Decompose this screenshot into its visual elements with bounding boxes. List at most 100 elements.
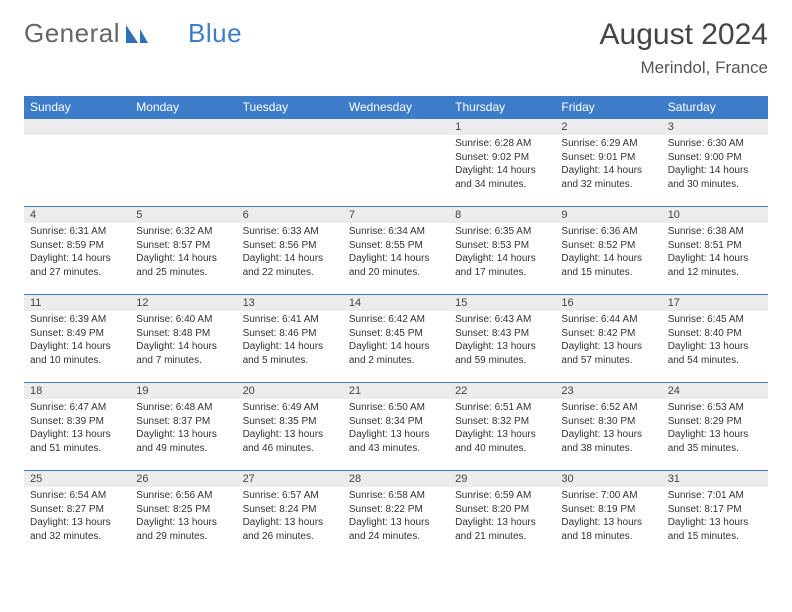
sunset-line: Sunset: 8:25 PM <box>136 503 230 517</box>
day-details: Sunrise: 6:48 AMSunset: 8:37 PMDaylight:… <box>130 399 236 459</box>
sunset-line: Sunset: 8:17 PM <box>668 503 762 517</box>
daylight-line: Daylight: 13 hours and 24 minutes. <box>349 516 443 543</box>
sunrise-line: Sunrise: 6:38 AM <box>668 225 762 239</box>
day-details: Sunrise: 6:44 AMSunset: 8:42 PMDaylight:… <box>555 311 661 371</box>
calendar-day-cell: 5Sunrise: 6:32 AMSunset: 8:57 PMDaylight… <box>130 207 236 295</box>
day-number: 23 <box>555 383 661 399</box>
day-number: 11 <box>24 295 130 311</box>
day-number: 13 <box>237 295 343 311</box>
sunrise-line: Sunrise: 6:31 AM <box>30 225 124 239</box>
day-number: 21 <box>343 383 449 399</box>
day-details: Sunrise: 6:40 AMSunset: 8:48 PMDaylight:… <box>130 311 236 371</box>
day-details: Sunrise: 6:39 AMSunset: 8:49 PMDaylight:… <box>24 311 130 371</box>
sunset-line: Sunset: 8:43 PM <box>455 327 549 341</box>
day-number: 28 <box>343 471 449 487</box>
day-details: Sunrise: 6:53 AMSunset: 8:29 PMDaylight:… <box>662 399 768 459</box>
day-number: 12 <box>130 295 236 311</box>
day-number-band <box>237 119 343 135</box>
weekday-header: Tuesday <box>237 96 343 119</box>
sunrise-line: Sunrise: 6:40 AM <box>136 313 230 327</box>
calendar-day-cell: 27Sunrise: 6:57 AMSunset: 8:24 PMDayligh… <box>237 471 343 559</box>
title-block: August 2024 Merindol, France <box>600 18 768 78</box>
logo-sail-icon <box>124 23 150 45</box>
daylight-line: Daylight: 13 hours and 21 minutes. <box>455 516 549 543</box>
daylight-line: Daylight: 14 hours and 34 minutes. <box>455 164 549 191</box>
sunset-line: Sunset: 8:34 PM <box>349 415 443 429</box>
calendar-day-cell: 25 Sunrise: 6:54 AMSunset: 8:27 PMDayligh… <box>24 471 130 559</box>
day-details: Sunrise: 6:43 AMSunset: 8:43 PMDaylight:… <box>449 311 555 371</box>
day-number: 18 <box>24 383 130 399</box>
day-details: Sunrise: 6:50 AMSunset: 8:34 PMDaylight:… <box>343 399 449 459</box>
sunrise-line: Sunrise: 6:50 AM <box>349 401 443 415</box>
day-number: 10 <box>662 207 768 223</box>
sunset-line: Sunset: 8:27 PM <box>30 503 124 517</box>
sunset-line: Sunset: 8:20 PM <box>455 503 549 517</box>
weekday-header: Monday <box>130 96 236 119</box>
calendar-day-cell: 19Sunrise: 6:48 AMSunset: 8:37 PMDayligh… <box>130 383 236 471</box>
day-details: Sunrise: 6:52 AMSunset: 8:30 PMDaylight:… <box>555 399 661 459</box>
sunrise-line: Sunrise: 6:58 AM <box>349 489 443 503</box>
daylight-line: Daylight: 14 hours and 2 minutes. <box>349 340 443 367</box>
calendar-day-cell: 28 Sunrise: 6:58 AMSunset: 8:22 PMDayligh… <box>343 471 449 559</box>
weekday-header: Sunday <box>24 96 130 119</box>
logo-text-2: Blue <box>188 18 242 49</box>
daylight-line: Daylight: 14 hours and 22 minutes. <box>243 252 337 279</box>
day-number: 6 <box>237 207 343 223</box>
day-number: 29 <box>449 471 555 487</box>
calendar-day-cell: 23Sunrise: 6:52 AMSunset: 8:30 PMDayligh… <box>555 383 661 471</box>
calendar-day-cell: 7Sunrise: 6:34 AMSunset: 8:55 PMDaylight… <box>343 207 449 295</box>
sunrise-line: Sunrise: 7:01 AM <box>668 489 762 503</box>
sunset-line: Sunset: 8:35 PM <box>243 415 337 429</box>
daylight-line: Daylight: 13 hours and 46 minutes. <box>243 428 337 455</box>
calendar-day-cell: 14Sunrise: 6:42 AMSunset: 8:45 PMDayligh… <box>343 295 449 383</box>
calendar-week-row: 11Sunrise: 6:39 AMSunset: 8:49 PMDayligh… <box>24 295 768 383</box>
sunrise-line: Sunrise: 6:54 AM <box>30 489 124 503</box>
calendar-day-cell: 13Sunrise: 6:41 AMSunset: 8:46 PMDayligh… <box>237 295 343 383</box>
daylight-line: Daylight: 13 hours and 32 minutes. <box>30 516 124 543</box>
sunrise-line: Sunrise: 6:43 AM <box>455 313 549 327</box>
daylight-line: Daylight: 13 hours and 51 minutes. <box>30 428 124 455</box>
sunset-line: Sunset: 8:37 PM <box>136 415 230 429</box>
sunset-line: Sunset: 8:49 PM <box>30 327 124 341</box>
day-number: 7 <box>343 207 449 223</box>
calendar-day-cell: 17Sunrise: 6:45 AMSunset: 8:40 PMDayligh… <box>662 295 768 383</box>
day-number: 26 <box>130 471 236 487</box>
day-details: Sunrise: 6:42 AMSunset: 8:45 PMDaylight:… <box>343 311 449 371</box>
weekday-header: Wednesday <box>343 96 449 119</box>
day-number: 24 <box>662 383 768 399</box>
sunrise-line: Sunrise: 6:30 AM <box>668 137 762 151</box>
sunrise-line: Sunrise: 6:44 AM <box>561 313 655 327</box>
sunrise-line: Sunrise: 6:45 AM <box>668 313 762 327</box>
calendar-week-row: 25Sunrise: 6:54 AMSunset: 8:27 PMDayligh… <box>24 471 768 559</box>
sunset-line: Sunset: 8:29 PM <box>668 415 762 429</box>
day-number: 3 <box>662 119 768 135</box>
day-details: Sunrise: 6:33 AMSunset: 8:56 PMDaylight:… <box>237 223 343 283</box>
calendar-day-cell: 3Sunrise: 6:30 AMSunset: 9:00 PMDaylight… <box>662 119 768 207</box>
header: General Blue August 2024 Merindol, Franc… <box>24 18 768 78</box>
calendar-day-cell: 6Sunrise: 6:33 AMSunset: 8:56 PMDaylight… <box>237 207 343 295</box>
day-number-band <box>24 119 130 135</box>
day-number: 17 <box>662 295 768 311</box>
day-details: Sunrise: 6:35 AMSunset: 8:53 PMDaylight:… <box>449 223 555 283</box>
sunrise-line: Sunrise: 6:34 AM <box>349 225 443 239</box>
day-number: 25 <box>24 471 130 487</box>
day-details: Sunrise: 6:49 AMSunset: 8:35 PMDaylight:… <box>237 399 343 459</box>
day-details: Sunrise: 6:38 AMSunset: 8:51 PMDaylight:… <box>662 223 768 283</box>
daylight-line: Daylight: 13 hours and 54 minutes. <box>668 340 762 367</box>
daylight-line: Daylight: 14 hours and 15 minutes. <box>561 252 655 279</box>
calendar-day-cell: 26Sunrise: 6:56 AMSunset: 8:25 PMDayligh… <box>130 471 236 559</box>
calendar-week-row: 1Sunrise: 6:28 AMSunset: 9:02 PMDaylight… <box>24 119 768 207</box>
sunrise-line: Sunrise: 6:56 AM <box>136 489 230 503</box>
sunset-line: Sunset: 8:22 PM <box>349 503 443 517</box>
day-number: 8 <box>449 207 555 223</box>
calendar-day-cell: 18Sunrise: 6:47 AMSunset: 8:39 PMDayligh… <box>24 383 130 471</box>
sunrise-line: Sunrise: 6:39 AM <box>30 313 124 327</box>
sunrise-line: Sunrise: 6:28 AM <box>455 137 549 151</box>
daylight-line: Daylight: 13 hours and 35 minutes. <box>668 428 762 455</box>
calendar-day-cell: 11Sunrise: 6:39 AMSunset: 8:49 PMDayligh… <box>24 295 130 383</box>
day-details: Sunrise: 6:56 AMSunset: 8:25 PMDaylight:… <box>130 487 236 547</box>
month-title: August 2024 <box>600 18 768 52</box>
logo-text-1: General <box>24 18 120 49</box>
daylight-line: Daylight: 13 hours and 49 minutes. <box>136 428 230 455</box>
sunrise-line: Sunrise: 6:52 AM <box>561 401 655 415</box>
